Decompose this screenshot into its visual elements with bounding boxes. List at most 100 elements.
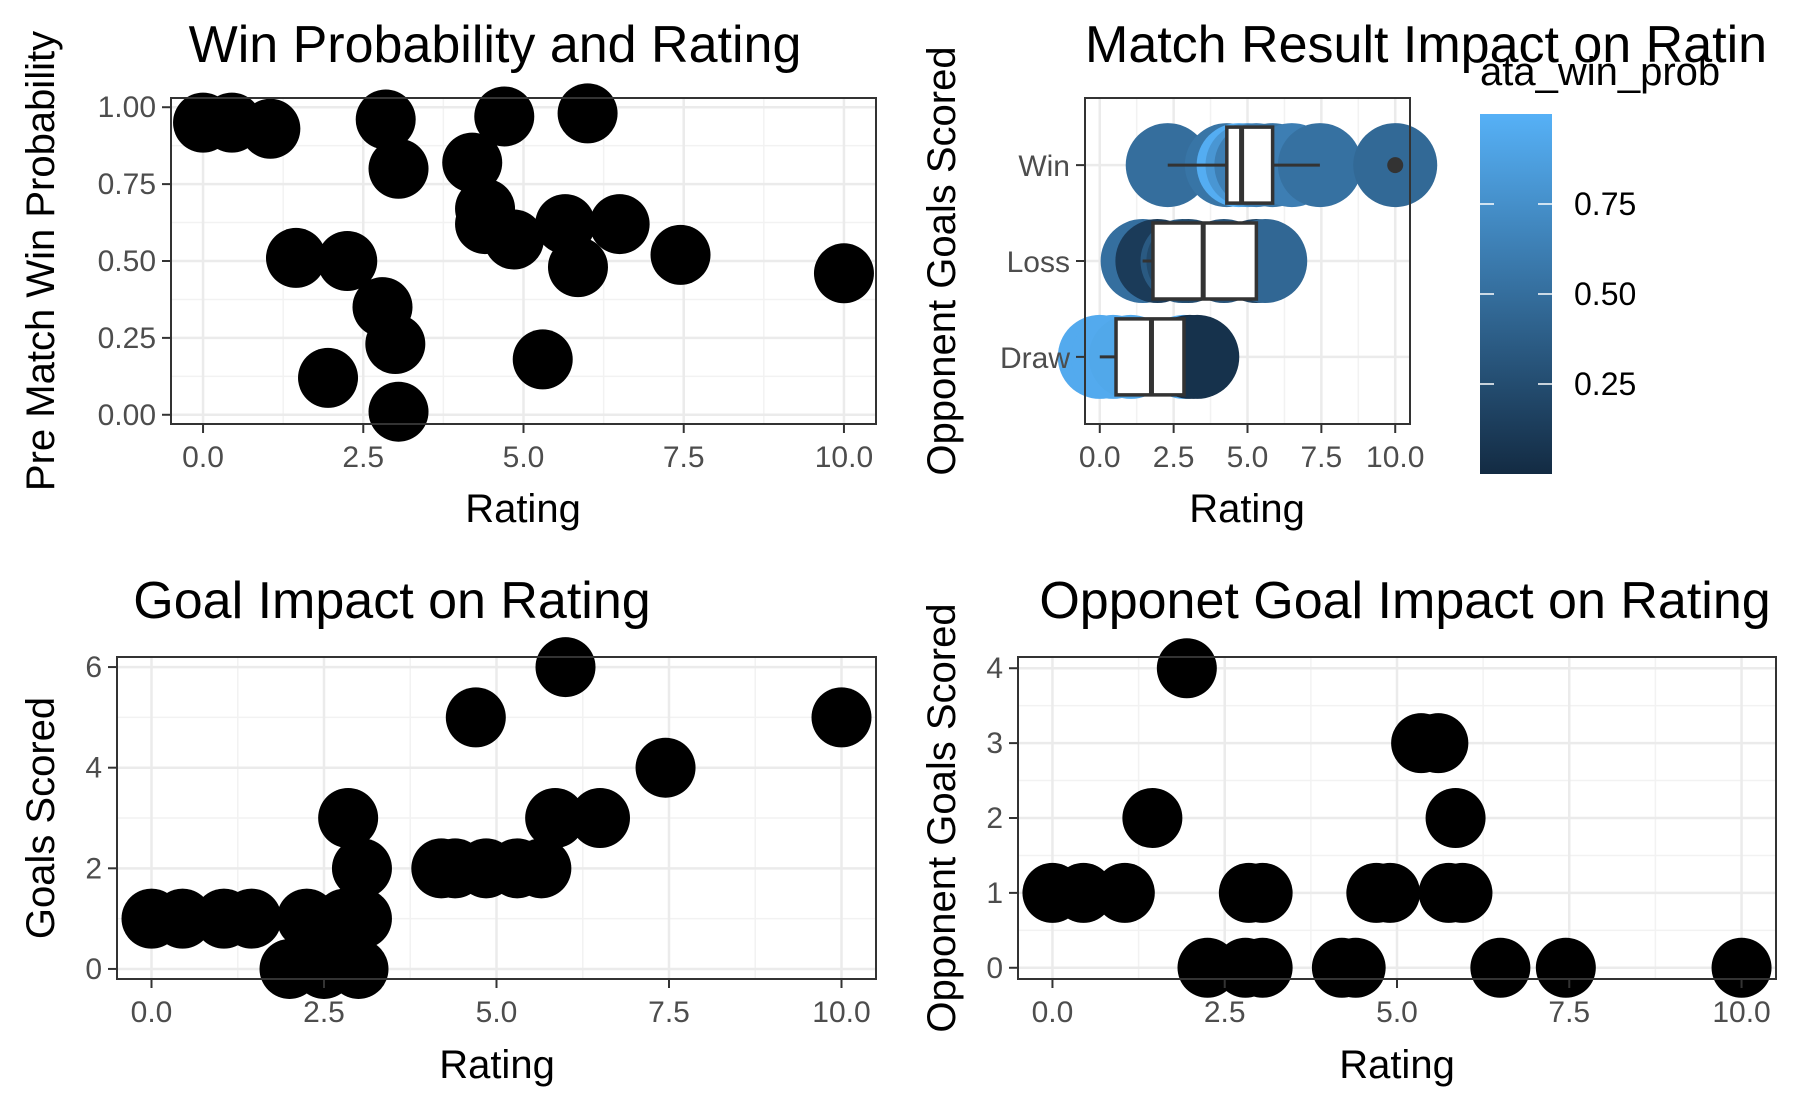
panel-1-title: Win Probability and Rating — [189, 16, 802, 74]
panel-2-x-axis-title: Rating — [1189, 487, 1305, 531]
data-point — [331, 838, 392, 899]
x-tick-label: 7.5 — [648, 996, 690, 1029]
data-point — [1094, 862, 1155, 923]
data-point — [355, 89, 416, 150]
x-tick-label: 2.5 — [342, 441, 384, 474]
y-category-label: Draw — [1000, 342, 1070, 375]
data-point — [445, 687, 506, 748]
data-point — [483, 209, 544, 270]
panel-2-ticks: 0.0 2.5 5.0 7.5 10.0 Draw Loss Win — [1000, 150, 1424, 474]
data-point — [1232, 862, 1293, 923]
x-tick-label: 2.5 — [303, 996, 345, 1029]
x-tick-label: 2.5 — [1153, 441, 1195, 474]
data-point — [811, 687, 872, 748]
x-tick-label: 0.0 — [131, 996, 173, 1029]
data-point — [650, 224, 711, 285]
data-point — [557, 83, 618, 144]
x-tick-label: 10.0 — [815, 441, 873, 474]
panel-win-probability: Win Probability and Rating 0.0 2.5 5.0 7.5 1… — [19, 16, 877, 531]
data-point — [328, 938, 389, 999]
y-tick-label: 0 — [85, 953, 102, 986]
data-point — [221, 888, 282, 949]
y-tick-label: 0 — [986, 952, 1003, 985]
y-tick-label: 4 — [986, 652, 1003, 685]
x-tick-label: 7.5 — [1301, 441, 1343, 474]
data-point — [152, 888, 213, 949]
y-tick-label: 0.75 — [98, 168, 156, 201]
x-tick-label: 0.0 — [1032, 996, 1074, 1029]
panel-1-y-axis-title: Pre Match Win Probability — [19, 31, 63, 491]
x-tick-label: 10.0 — [1366, 441, 1424, 474]
y-tick-label: 3 — [986, 727, 1003, 760]
data-point — [1360, 862, 1421, 923]
data-point — [298, 347, 359, 408]
data-point — [1122, 788, 1183, 848]
data-point — [635, 737, 696, 798]
x-tick-label: 7.5 — [663, 441, 705, 474]
data-point — [317, 231, 378, 291]
legend-title: ata_win_prob — [1480, 50, 1720, 94]
data-point — [1408, 713, 1469, 774]
panel-1-ticks: 0.0 2.5 5.0 7.5 10.0 0.00 0.25 0.50 0.75 1.00 — [98, 91, 874, 474]
data-point — [368, 138, 429, 199]
y-tick-label: 1.00 — [98, 91, 156, 124]
y-tick-label: 2 — [85, 852, 102, 885]
panel-4-title: Opponet Goal Impact on Rating — [1039, 572, 1770, 630]
x-tick-label: 7.5 — [1548, 996, 1590, 1029]
data-point — [331, 888, 392, 949]
data-point — [1232, 937, 1293, 998]
panel-1-points — [173, 83, 874, 442]
data-point — [1053, 862, 1114, 923]
panel-3-grid — [117, 657, 876, 979]
y-tick-label: 1 — [986, 877, 1003, 910]
y-tick-label: 0.00 — [98, 399, 156, 432]
data-point — [511, 838, 572, 899]
y-tick-label: 6 — [85, 651, 102, 684]
data-point — [240, 98, 301, 159]
colorbar-label: 0.50 — [1574, 276, 1636, 312]
colorbar-label: 0.75 — [1574, 186, 1636, 222]
panel-4-y-axis-title: Opponent Goals Scored — [920, 603, 964, 1032]
panel-3-x-axis-title: Rating — [439, 1043, 555, 1087]
box-outlier — [1387, 157, 1404, 174]
panel-match-result: Match Result Impact on Ratin 0.0 2.5 5.0 7.… — [920, 16, 1767, 531]
x-tick-label: 5.0 — [476, 996, 518, 1029]
panel-2-y-axis-title: Opponent Goals Scored — [920, 46, 964, 475]
data-point — [512, 329, 573, 390]
x-tick-label: 5.0 — [503, 441, 545, 474]
panel-4-points — [1022, 638, 1772, 998]
panel-3-y-axis-title: Goals Scored — [19, 697, 63, 939]
x-tick-label: 10.0 — [812, 996, 870, 1029]
data-point — [1325, 937, 1386, 998]
data-point — [368, 381, 429, 442]
y-category-label: Win — [1018, 150, 1070, 183]
data-point — [365, 314, 426, 375]
colorbar-legend: ata_win_prob 0.75 0.50 0.25 — [1480, 50, 1720, 474]
box-iqr — [1225, 125, 1275, 205]
data-point — [570, 788, 630, 848]
panel-3-points — [121, 637, 872, 999]
colorbar-ticks: 0.75 0.50 0.25 — [1480, 186, 1636, 402]
data-point — [318, 788, 379, 848]
y-tick-label: 4 — [85, 752, 102, 785]
data-point — [265, 227, 326, 288]
panel-1-x-axis-title: Rating — [465, 487, 581, 531]
x-tick-label: 0.0 — [1079, 441, 1121, 474]
panel-4-x-axis-title: Rating — [1339, 1043, 1455, 1087]
data-point — [547, 237, 608, 298]
data-point — [535, 637, 596, 698]
x-tick-label: 10.0 — [1712, 996, 1770, 1029]
data-point — [525, 788, 586, 848]
panel-goal-impact: Goal Impact on Rating 0.0 2.5 5.0 7.5 10.0 0 2… — [19, 572, 877, 1087]
data-point — [1470, 937, 1531, 998]
panel-4-ticks: 0.0 2.5 5.0 7.5 10.0 0 1 2 3 4 — [986, 652, 1770, 1029]
y-tick-label: 2 — [986, 802, 1003, 835]
colorbar-label: 0.25 — [1574, 366, 1636, 402]
data-point — [442, 132, 503, 193]
x-tick-label: 5.0 — [1227, 441, 1269, 474]
x-tick-label: 0.0 — [182, 441, 224, 474]
data-point — [813, 243, 874, 304]
data-point — [1711, 937, 1772, 998]
x-tick-label: 2.5 — [1204, 996, 1246, 1029]
